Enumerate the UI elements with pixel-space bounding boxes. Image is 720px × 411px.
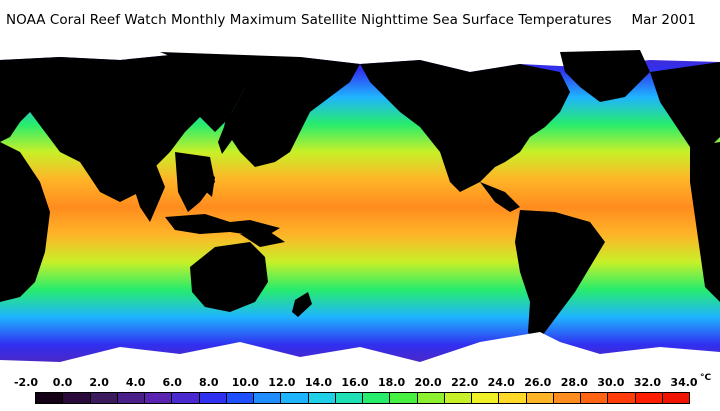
colorbar-swatch [117, 393, 145, 403]
colorbar-tick-label: 20.0 [414, 376, 442, 389]
colorbar-tick-label: 0.0 [52, 376, 73, 389]
colorbar-tick-label: -2.0 [13, 376, 39, 389]
land-central-america [480, 182, 520, 212]
colorbar-swatch [145, 393, 173, 403]
colorbar-swatch [308, 393, 336, 403]
colorbar-swatch [90, 393, 118, 403]
land-australia [190, 242, 268, 312]
colorbar-swatch [444, 393, 472, 403]
colorbar-tick-label: 10.0 [231, 376, 259, 389]
land-indochina [175, 152, 215, 212]
colorbar-swatch [417, 393, 445, 403]
colorbar-swatch [172, 393, 200, 403]
land-asia-east [160, 52, 360, 167]
colorbar-swatch [390, 393, 418, 403]
colorbar-tick-label: 32.0 [633, 376, 662, 389]
colorbar-tick-label: 22.0 [451, 376, 479, 389]
land-indonesia [165, 214, 280, 237]
colorbar-swatch [36, 393, 64, 403]
land-eurasia-west [0, 54, 245, 202]
land-india-se-asia [130, 157, 165, 222]
antarctic-ice [0, 332, 720, 372]
colorbar-swatch [662, 393, 689, 403]
colorbar-tick-labels: -2.0 0.0 2.0 4.0 6.0 8.0 10.0 12.0 14.0 16.0 18.0 2… [0, 376, 720, 390]
arctic-ice [0, 42, 720, 72]
colorbar-swatch [63, 393, 91, 403]
colorbar-tick-label: 4.0 [125, 376, 146, 389]
colorbar-swatch [608, 393, 636, 403]
colorbar-tick-label: 18.0 [377, 376, 406, 389]
colorbar-tick-label: 26.0 [524, 376, 552, 389]
colorbar-swatch [526, 393, 554, 403]
colorbar-tick-label: 30.0 [597, 376, 625, 389]
colorbar-tick-label: 34.0 [670, 376, 698, 389]
temperature-unit: °C [700, 373, 712, 383]
colorbar-swatch [553, 393, 581, 403]
colorbar-tick-label: 8.0 [199, 376, 219, 389]
colorbar-swatch [199, 393, 227, 403]
colorbar-tick-label: 14.0 [304, 376, 333, 389]
colorbar-swatch [335, 393, 363, 403]
sst-map [0, 42, 720, 372]
colorbar-tick-label: 12.0 [268, 376, 296, 389]
colorbar [35, 392, 690, 404]
land-new-guinea [240, 232, 285, 247]
colorbar-tick-label: 6.0 [162, 376, 182, 389]
map-title: NOAA Coral Reef Watch Monthly Maximum Sa… [6, 12, 612, 28]
land-new-zealand [292, 292, 312, 317]
land-europe-east-edge [650, 62, 720, 152]
colorbar-swatch [363, 393, 391, 403]
land-africa [0, 142, 50, 302]
colorbar-swatch [581, 393, 609, 403]
colorbar-swatch [499, 393, 527, 403]
land-africa-east-edge [690, 142, 720, 302]
colorbar-tick-label: 2.0 [89, 376, 109, 389]
land-north-america [360, 60, 570, 192]
map-date: Mar 2001 [631, 12, 696, 28]
colorbar-tick-label: 24.0 [487, 376, 515, 389]
land-greenland [560, 50, 650, 102]
colorbar-tick-label: 28.0 [560, 376, 588, 389]
land-japan [218, 110, 238, 154]
colorbar-swatch [254, 393, 282, 403]
colorbar-swatch [281, 393, 309, 403]
land-philippines [204, 170, 215, 197]
colorbar-swatch [226, 393, 254, 403]
title-bar: NOAA Coral Reef Watch Monthly Maximum Sa… [6, 12, 714, 32]
land-south-america [515, 210, 605, 347]
colorbar-tick-label: 16.0 [341, 376, 369, 389]
colorbar-swatch [472, 393, 500, 403]
colorbar-swatch [635, 393, 663, 403]
